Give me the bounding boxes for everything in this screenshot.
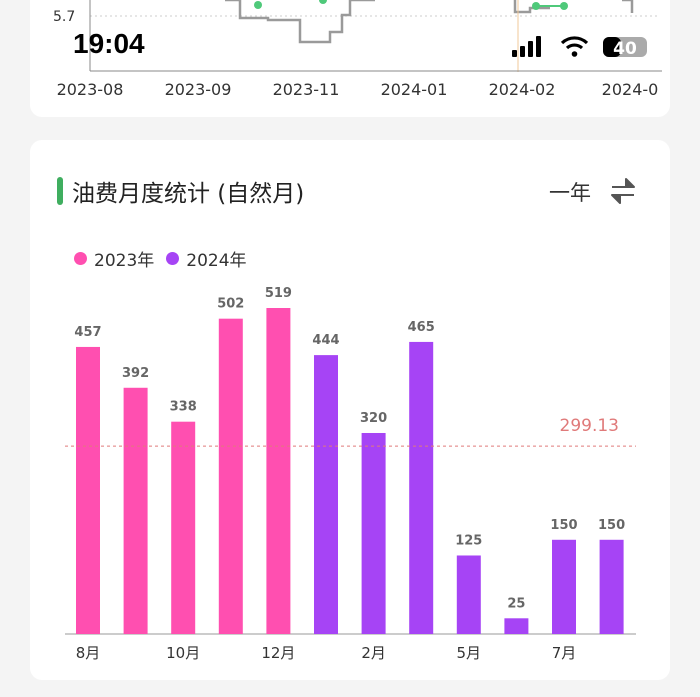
bar-9 [504, 618, 529, 634]
bar-8 [456, 555, 481, 634]
bar-value-label: 457 [74, 325, 101, 340]
battery-level: 40 [613, 39, 637, 59]
bar-value-label: 465 [408, 320, 435, 335]
wifi-icon [560, 36, 589, 50]
bar-value-label: 150 [598, 518, 625, 533]
card-title: 油费月度统计 (自然月) [72, 181, 305, 207]
bar-value-label: 338 [170, 400, 197, 415]
fuel-cost-monthly-card: 油费月度统计 (自然月) 一年 2023年 2024年 457 8月 392 338 1… [30, 140, 670, 680]
fuel-price-chart-card: 5.7 2023-08 2023-09 2023-11 2024-01 2024-02 2… [30, 0, 670, 117]
data-point [319, 0, 327, 4]
x-tick-label: 2024-02 [489, 80, 556, 99]
price-step-line [225, 0, 375, 44]
x-tick-label: 12月 [261, 644, 295, 662]
bar-6 [361, 432, 386, 634]
wifi-dot [571, 51, 578, 57]
bar-3 [218, 318, 243, 634]
bar-value-label: 444 [312, 333, 339, 348]
x-tick-label: 2023-11 [273, 80, 340, 99]
bar-7 [409, 341, 434, 634]
bar-11 [599, 539, 624, 634]
x-tick-label: 10月 [166, 644, 200, 662]
swap-icon[interactable] [608, 176, 638, 206]
bar-value-label: 125 [455, 533, 482, 548]
x-tick-label: 2023-09 [165, 80, 232, 99]
title-accent [57, 177, 63, 205]
x-tick-label: 8月 [76, 644, 101, 662]
data-point [254, 1, 262, 9]
bar-0 [76, 346, 100, 634]
bar-value-label: 392 [122, 366, 149, 381]
x-tick-label: 5月 [457, 644, 482, 662]
bar-1 [123, 387, 148, 634]
fuel-price-chart: 5.7 2023-08 2023-09 2023-11 2024-01 2024-02 2… [53, 0, 662, 99]
data-point [560, 2, 568, 10]
chart-legend: 2023年 2024年 [74, 246, 247, 271]
bar-value-label: 320 [360, 411, 387, 426]
x-tick-label: 7月 [552, 644, 577, 662]
x-tick-label: 2024-0 [602, 80, 659, 99]
battery-icon: 40 [603, 37, 647, 59]
bar-value-label: 502 [217, 297, 244, 312]
status-bar: 19:04 40 [0, 28, 700, 68]
y-label: 5.7 [53, 9, 75, 25]
bar-value-label: 25 [507, 596, 525, 611]
price-step-line-3 [622, 0, 634, 13]
legend-dot-2024 [166, 252, 180, 265]
bar-value-label: 519 [265, 286, 292, 301]
x-tick-label: 2024-01 [381, 80, 448, 99]
x-tick-label: 2月 [361, 644, 386, 662]
bar-5 [314, 355, 338, 634]
monthly-bar-chart: 457 8月 392 338 10月 502 519 12月 444 320 2月 465 125 5月 2… [65, 286, 636, 662]
bar-2 [171, 421, 196, 634]
range-selector[interactable]: 一年 [549, 181, 591, 205]
legend-2024[interactable]: 2024年 [186, 251, 247, 271]
legend-2023[interactable]: 2023年 [94, 251, 155, 271]
status-time: 19:04 [73, 28, 145, 59]
signal-icon [512, 36, 541, 57]
x-tick-label: 2023-08 [57, 80, 124, 99]
status-icons: 40 [512, 36, 647, 59]
bar-value-label: 150 [550, 518, 577, 533]
bar-10 [552, 539, 576, 634]
data-point [532, 2, 540, 10]
average-label: 299.13 [560, 416, 619, 436]
legend-dot-2023 [74, 252, 87, 265]
bar-4 [266, 308, 291, 634]
